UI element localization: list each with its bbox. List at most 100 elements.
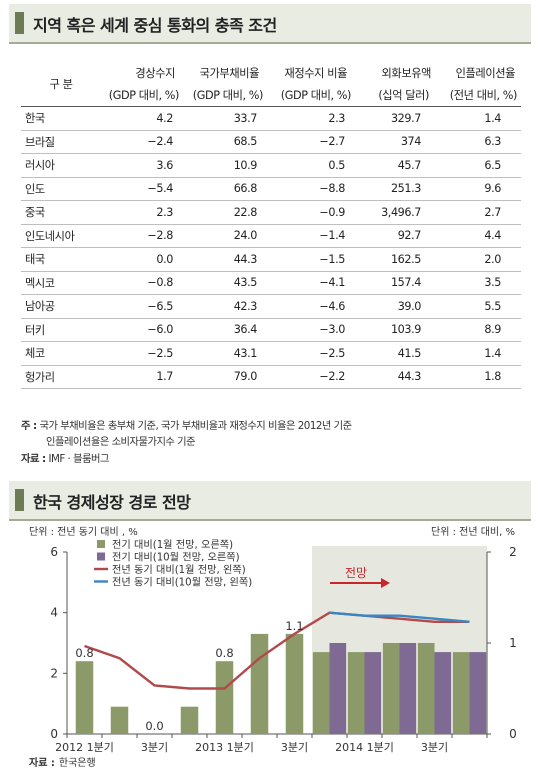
legend-swatch [97,540,105,548]
currency-conditions-table: 구 분 경상수지 국가부채비율 재정수지 비율 외화보유액 인플레이션율 (GD… [21,60,521,389]
chart-panel: 한국 경제성장 경로 전망 단위 : 전년 동기 대비 , % 단위 : 전년 … [9,481,531,774]
value-cell: 44.3 [357,365,441,389]
value-cell: 5.5 [441,294,521,319]
value-cell: −2.5 [269,341,357,366]
country-cell: 체코 [21,341,101,366]
value-cell: −2.7 [269,130,357,154]
table-row: 터키 −6.0 36.4 −3.0 103.9 8.9 [21,318,521,342]
col-header: 재정수지 비율 [284,67,347,80]
line-yoy-oct-forecast [329,611,470,623]
legend-label: 전년 동기 대비(10월 전망, 왼쪽) [112,577,252,589]
table-row: 헝가리 1.7 79.0 −2.2 44.3 1.8 [21,365,521,389]
value-cell: 3.5 [441,271,521,295]
value-cell: 1.4 [441,341,521,366]
value-cell: 374 [357,130,441,154]
value-cell: 3,496.7 [357,200,441,225]
bar-data-label: 1.1 [285,619,303,633]
left-tick-label: 6 [50,545,58,559]
bar-jan-forecast [75,661,94,734]
chart-source-text: 한국은행 [59,757,96,769]
value-cell: 157.4 [357,271,441,295]
value-cell: 10.9 [185,153,269,178]
country-cell: 러시아 [21,153,101,178]
value-cell: −2.2 [269,365,357,389]
table-unit-row: (GDP 대비, %) (GDP 대비, %) (GDP 대비, %) (십억 … [21,84,521,107]
title-accent-mark [15,489,24,511]
left-tick-label: 4 [50,606,58,620]
value-cell: 79.0 [185,365,269,389]
chart-title-bar: 한국 경제성장 경로 전망 [9,481,531,521]
country-cell: 인도 [21,177,101,201]
country-cell: 터키 [21,318,101,342]
x-tick-label: 2013 1분기 [195,741,254,754]
line-yoy-jan-forecast [84,611,470,690]
country-cell: 멕시코 [21,271,101,295]
value-cell: 43.1 [185,341,269,366]
x-tick-label: 3분기 [141,741,168,754]
table-row: 인도네시아 −2.8 24.0 −1.4 92.7 4.4 [21,224,521,248]
country-cell: 헝가리 [21,365,101,389]
title-accent-mark [15,12,24,34]
value-cell: −3.0 [269,318,357,342]
value-cell: −2.8 [101,224,185,248]
value-cell: 0.0 [101,247,185,272]
value-cell: 1.7 [101,365,185,389]
bar-oct-forecast [434,652,452,734]
value-cell: −4.6 [269,294,357,319]
value-cell: 44.3 [185,247,269,272]
left-tick-label: 2 [50,666,58,680]
value-cell: 4.2 [101,106,185,131]
right-tick-label: 1 [509,636,517,650]
note-label: 주 : [21,420,37,432]
value-cell: −0.8 [101,271,185,295]
legend-label: 전기 대비(1월 전망, 오른쪽) [112,539,233,551]
bar-jan-forecast [417,643,435,734]
table-row: 태국 0.0 44.3 −1.5 162.5 2.0 [21,247,521,272]
forecast-arrow-head [381,578,390,588]
value-cell: 43.5 [185,271,269,295]
value-cell: 3.6 [101,153,185,178]
value-cell: −8.8 [269,177,357,201]
right-tick-label: 0 [509,727,517,741]
value-cell: 162.5 [357,247,441,272]
value-cell: −4.1 [269,271,357,295]
value-cell: −6.0 [101,318,185,342]
table-row: 체코 −2.5 43.1 −2.5 41.5 1.4 [21,341,521,366]
country-cell: 인도네시아 [21,224,101,248]
left-tick-label: 0 [50,727,58,741]
col-unit: (GDP 대비, %) [185,84,269,107]
bar-data-label: 0.8 [215,646,233,660]
country-cell: 중국 [21,200,101,225]
chart-source-label: 자료 : [29,756,55,769]
table-row: 중국 2.3 22.8 −0.9 3,496.7 2.7 [21,200,521,225]
bar-data-label: 0.0 [145,719,163,733]
country-cell: 브라질 [21,130,101,154]
value-cell: 36.4 [185,318,269,342]
bar-jan-forecast [312,652,330,734]
value-cell: −1.4 [269,224,357,248]
col-header: 외화보유액 [381,67,432,80]
table-header-row: 구 분 경상수지 국가부채비율 재정수지 비율 외화보유액 인플레이션율 [21,60,521,107]
bar-jan-forecast [250,633,269,734]
note-line-1: 국가 부채비율은 총부채 기준, 국가 부채비율과 재정수지 비율은 2012년… [39,420,352,432]
value-cell: 329.7 [357,106,441,131]
value-cell: 4.4 [441,224,521,248]
value-cell: −2.4 [101,130,185,154]
table-note: 주 : 국가 부채비율은 총부채 기준, 국가 부채비율과 재정수지 비율은 2… [21,417,352,432]
bar-jan-forecast [215,661,234,734]
x-tick-label: 3분기 [281,741,308,754]
table-panel: 지역 혹은 세계 중심 통화의 충족 조건 구 분 경상수지 국가부채비율 재정… [9,4,531,470]
value-cell: 0.5 [269,153,357,178]
value-cell: 1.8 [441,365,521,389]
country-cell: 한국 [21,106,101,131]
table-source: 자료 : IMF · 블룸버그 [21,450,109,465]
bar-data-label: 0.8 [75,646,93,660]
note-line-2: 인플레이션율은 소비자물가지수 기준 [46,436,196,448]
value-cell: 251.3 [357,177,441,201]
value-cell: 45.7 [357,153,441,178]
row-header-label: 구 분 [21,60,101,107]
right-axis-unit: 단위 : 전년 대비, % [431,525,515,538]
value-cell: 8.9 [441,318,521,342]
table-row: 멕시코 −0.8 43.5 −4.1 157.4 3.5 [21,271,521,295]
value-cell: −0.9 [269,200,357,225]
